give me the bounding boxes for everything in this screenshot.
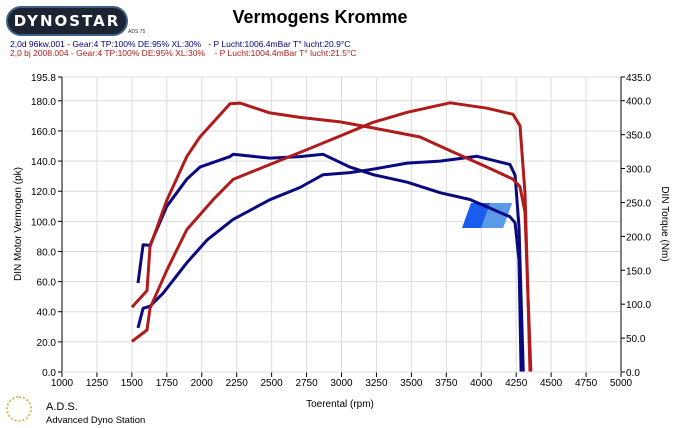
ads-logo-icon	[6, 396, 32, 422]
x-tick-label: 4750	[575, 378, 598, 389]
y2-tick-label: 150.0	[626, 266, 651, 277]
y2-tick-label: 50.0	[626, 334, 646, 345]
y-tick-label: 195.8	[31, 73, 56, 84]
x-axis-label: Toerental (rpm)	[306, 399, 374, 410]
x-tick-label: 4250	[505, 378, 528, 389]
ads-title: A.D.S.	[46, 401, 78, 413]
x-tick-label: 1750	[156, 378, 179, 389]
legend-run-2: 2,0 bj 2008.004 - Gear:4 TP:100% DE:95% …	[10, 48, 357, 58]
x-tick-label: 2500	[261, 378, 284, 389]
x-tick-label: 4500	[540, 378, 563, 389]
logo-text: DYNOSTAR	[13, 12, 121, 30]
y-tick-label: 120.0	[31, 187, 56, 198]
series-line-1	[136, 152, 523, 373]
x-tick-label: 5000	[610, 378, 633, 389]
y2-tick-label: 100.0	[626, 300, 651, 311]
dynostar-logo: DYNOSTAR	[6, 6, 128, 36]
ads-subtitle: Advanced Dyno Station	[46, 415, 146, 426]
y-tick-label: 140.0	[31, 157, 56, 168]
x-tick-label: 2000	[191, 378, 214, 389]
series-line-3	[130, 101, 533, 373]
y2-tick-label: 400.0	[626, 97, 651, 108]
x-tick-label: 3750	[435, 378, 458, 389]
series-line-2	[136, 154, 525, 373]
y-tick-label: 180.0	[31, 97, 56, 108]
series-group	[130, 101, 533, 373]
y2-axis-label: DIN Torque (Nm)	[659, 186, 670, 261]
y-tick-label: 160.0	[31, 127, 56, 138]
y-tick-label: 0.0	[42, 368, 56, 379]
logo-subtext: ADS 75	[128, 29, 146, 35]
y-tick-label: 100.0	[31, 217, 56, 228]
y-tick-label: 20.0	[37, 338, 57, 349]
x-tick-label: 3250	[365, 378, 388, 389]
x-tick-label: 1000	[51, 378, 74, 389]
y-axis-label: DIN Motor Vermogen (pk)	[13, 167, 24, 281]
x-tick-label: 2250	[226, 378, 249, 389]
y-tick-label: 40.0	[37, 308, 57, 319]
x-tick-label: 1250	[86, 378, 109, 389]
y2-tick-label: 435.0	[626, 73, 651, 84]
x-tick-label: 3500	[400, 378, 423, 389]
legend-run-1: 2,0d 96kw.001 - Gear:4 TP:100% DE:95% XL…	[10, 39, 351, 49]
x-tick-label: 4000	[470, 378, 493, 389]
y2-tick-label: 350.0	[626, 131, 651, 142]
chart-title: Vermogens Kromme	[232, 7, 408, 27]
x-tick-label: 2750	[295, 378, 318, 389]
x-tick-label: 1500	[121, 378, 144, 389]
y2-tick-label: 250.0	[626, 198, 651, 209]
y2-tick-label: 200.0	[626, 232, 651, 243]
y2-tick-label: 0.0	[626, 368, 640, 379]
y-tick-label: 80.0	[37, 247, 57, 258]
series-line-4	[130, 101, 532, 373]
y2-tick-label: 300.0	[626, 165, 651, 176]
x-tick-label: 3000	[330, 378, 353, 389]
axes: 1000 1250 1500 1750 2000 2250 2500 2750 3000 3250…	[31, 73, 651, 389]
y-tick-label: 60.0	[37, 278, 57, 289]
